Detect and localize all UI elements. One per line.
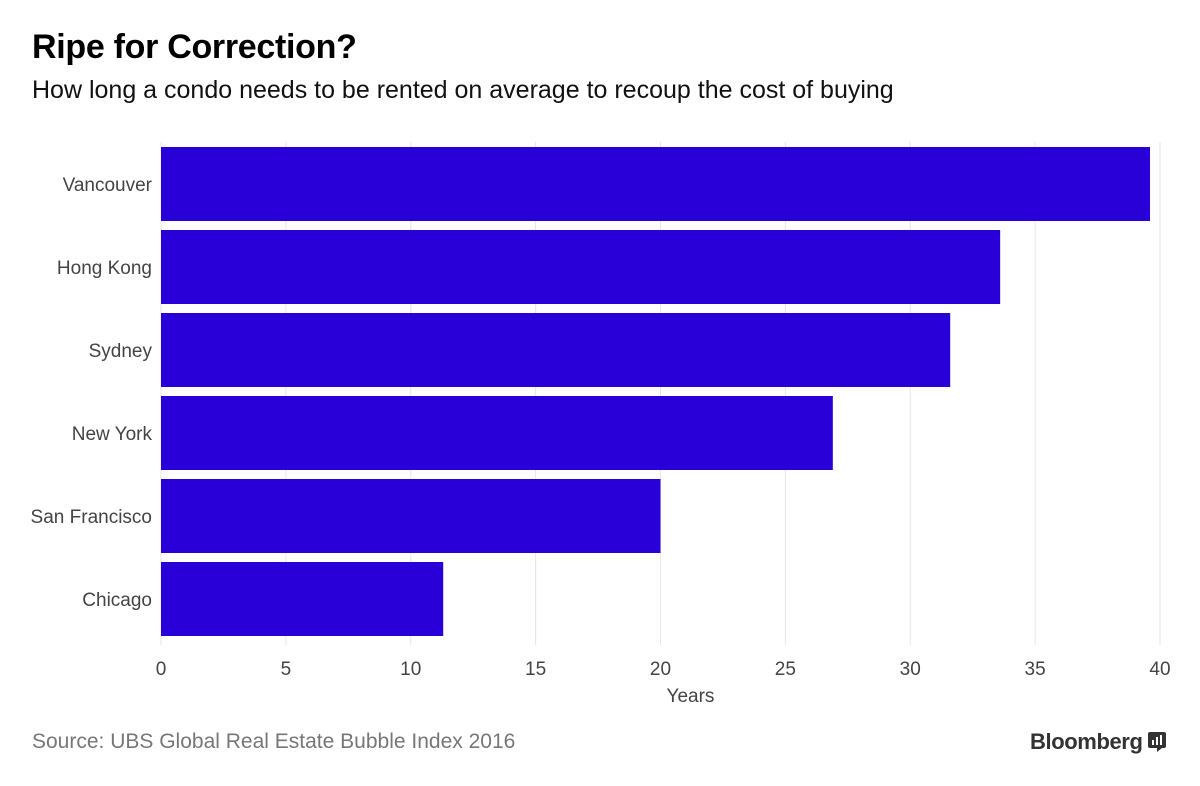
x-axis-title: Years [667, 686, 715, 707]
bar-vancouver [161, 147, 1151, 221]
bar-sydney [161, 313, 951, 387]
category-label: Chicago [82, 590, 152, 611]
gridlines [160, 142, 1161, 645]
x-tick-label: 0 [156, 659, 167, 680]
x-tick-label: 10 [400, 659, 421, 680]
chart-subtitle: How long a condo needs to be rented on a… [32, 76, 894, 104]
x-tick-label: 5 [281, 659, 292, 680]
bars [161, 147, 1151, 636]
x-tick-label: 40 [1149, 659, 1170, 680]
x-tick-label: 20 [650, 659, 671, 680]
bloomberg-terminal-icon [1147, 732, 1166, 752]
x-tick-label: 15 [525, 659, 546, 680]
x-tick-label: 35 [1025, 659, 1046, 680]
chart-title: Ripe for Correction? [32, 28, 357, 66]
source-note: Source: UBS Global Real Estate Bubble In… [32, 730, 516, 753]
category-label: Vancouver [63, 175, 153, 196]
bar-san-francisco [161, 479, 661, 553]
x-tick-label: 25 [775, 659, 796, 680]
category-label: Hong Kong [57, 258, 152, 279]
category-label: New York [72, 424, 153, 445]
bar-new-york [161, 396, 833, 470]
x-tick-label: 30 [900, 659, 921, 680]
category-label: San Francisco [31, 507, 152, 528]
bar-chicago [161, 562, 444, 636]
bloomberg-logo: Bloomberg [1030, 729, 1166, 755]
category-labels: Vancouver Hong Kong Sydney New York San Fran… [31, 175, 153, 611]
bar-chart: Vancouver Hong Kong Sydney New York San Fran… [31, 142, 1171, 707]
brand-name: Bloomberg [1030, 729, 1143, 754]
category-label: Sydney [89, 341, 153, 362]
x-axis-ticks: 0 5 10 15 20 25 30 35 40 [156, 659, 1171, 680]
bar-hong-kong [161, 230, 1001, 304]
